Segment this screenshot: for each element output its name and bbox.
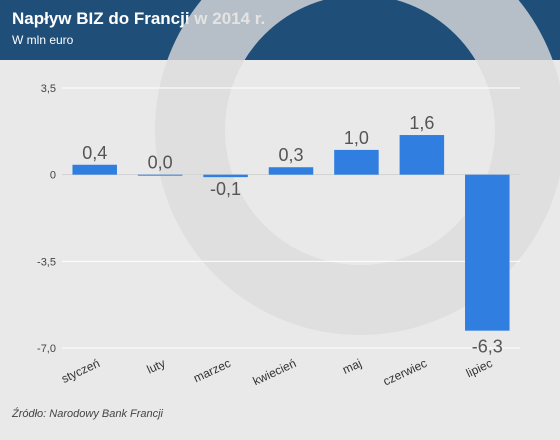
data-label: -0,1 — [210, 179, 241, 199]
x-tick-label: luty — [145, 356, 168, 377]
y-tick-label: -7,0 — [37, 343, 56, 355]
x-tick-label: czerwiec — [381, 356, 429, 388]
data-label: 0,4 — [82, 143, 107, 163]
y-tick-label: 3,5 — [41, 83, 56, 95]
bar — [72, 164, 117, 175]
data-label: 1,6 — [409, 113, 434, 133]
x-tick-label: maj — [340, 356, 363, 377]
x-tick-label: styczeń — [59, 356, 102, 386]
data-label: -6,3 — [472, 337, 503, 357]
bar — [203, 174, 248, 178]
source-note: Źródło: Narodowy Bank Francji — [12, 408, 164, 420]
data-label: 0,0 — [148, 153, 173, 173]
bar — [268, 167, 314, 175]
data-label: 1,0 — [344, 128, 369, 148]
x-tick-label: kwiecień — [251, 356, 299, 388]
watermark-logo — [155, 0, 560, 335]
bar — [399, 135, 445, 175]
x-tick-label: lipiec — [464, 356, 495, 380]
data-label: 0,3 — [278, 145, 303, 165]
bar — [334, 149, 379, 175]
x-tick-label: marzec — [191, 356, 233, 385]
y-tick-label: 0 — [50, 170, 56, 182]
bar — [137, 174, 183, 176]
chart-subtitle: W mln euro — [12, 33, 74, 47]
y-tick-label: -3,5 — [37, 256, 56, 268]
bar — [465, 174, 510, 331]
